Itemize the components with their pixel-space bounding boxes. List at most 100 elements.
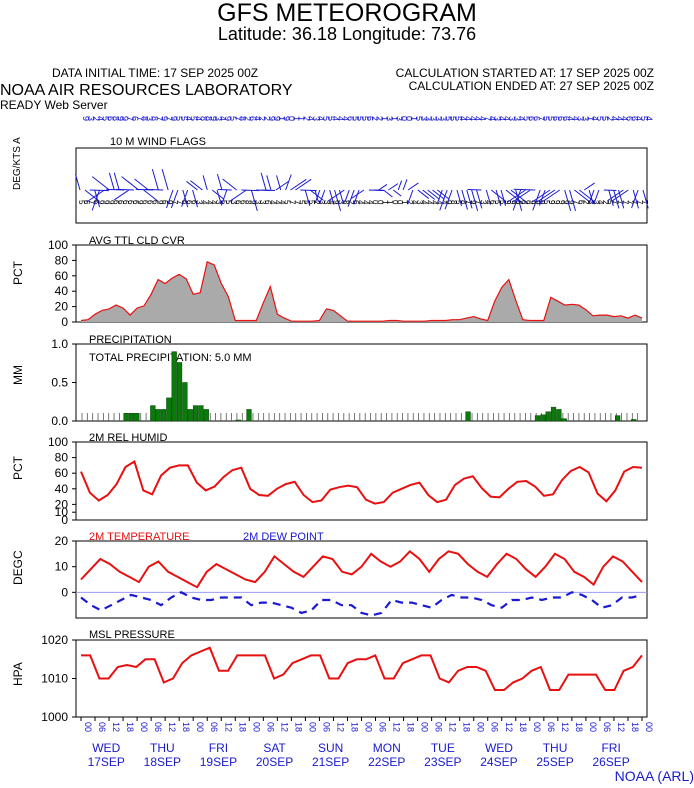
- wind-flag: [512, 189, 522, 211]
- wind-speed-value: 5: [542, 200, 551, 205]
- wind-flag: [417, 189, 430, 199]
- wind-flag: [397, 180, 403, 191]
- wind-speed-value: 5: [77, 200, 86, 205]
- hour-tick-label: 06: [265, 722, 275, 732]
- wind-flag: [108, 172, 115, 191]
- wind-speed-value: 6: [131, 200, 140, 205]
- wind-flag: [260, 172, 267, 191]
- wind-direction-value: 4: [487, 116, 497, 121]
- precip-bar: [150, 405, 156, 422]
- wind-direction-value: 1: [292, 116, 302, 121]
- hour-tick-label: 00: [195, 722, 205, 732]
- precip-bar: [128, 413, 135, 422]
- wind-flag: [300, 189, 317, 192]
- wind-flag: [461, 189, 468, 210]
- wind-direction-value: 9: [272, 116, 282, 121]
- wind-flag: [515, 189, 523, 211]
- wind-direction-value: 1: [585, 116, 595, 121]
- wind-direction-value: 3: [512, 116, 522, 121]
- wind-direction-value: 9: [267, 116, 277, 121]
- wind-speed-value: 9: [503, 200, 512, 205]
- precip-ytick-label: 1.0: [51, 337, 68, 351]
- day-name-label: THU: [543, 741, 568, 755]
- humidity-ytick-label: 80: [55, 451, 69, 465]
- wind-direction-value: 4: [644, 116, 654, 121]
- wind-speed-value: 6: [234, 200, 243, 205]
- wind-speed-value: 4: [434, 200, 443, 205]
- wind-speed-value: 6: [82, 200, 91, 205]
- wind-speed-value: 4: [361, 200, 370, 205]
- hour-tick-label: 00: [588, 722, 598, 732]
- wind-direction-value: 9: [223, 116, 233, 121]
- wind-flag: [304, 189, 311, 206]
- hour-tick-label: 06: [209, 722, 219, 732]
- precip-bar: [171, 351, 177, 422]
- wind-flag: [285, 174, 292, 191]
- day-name-label: TUE: [431, 741, 455, 755]
- day-date-label: 17SEP: [88, 755, 125, 769]
- wind-flag: [250, 189, 258, 211]
- wind-direction-value: 9: [115, 116, 125, 121]
- hour-tick-label: 18: [349, 722, 359, 732]
- wind-speed-value: 9: [97, 200, 106, 205]
- wind-direction-value: 9: [282, 116, 292, 121]
- wind-flag: [574, 189, 590, 203]
- wind-direction-value: 0: [287, 116, 297, 121]
- wind-speed-value: 4: [410, 200, 419, 205]
- wind-direction-value: 3: [580, 116, 590, 121]
- wind-speed-value: 3: [591, 200, 600, 205]
- wind-direction-value: 8: [140, 116, 150, 121]
- wind-panel-ylabel: DEG/KTS A: [12, 137, 23, 190]
- wind-direction-value: 4: [340, 116, 350, 121]
- wind-direction-value: 3: [145, 116, 155, 121]
- day-date-label: 23SEP: [424, 755, 461, 769]
- wind-flag: [505, 189, 524, 204]
- wind-direction-value: 3: [492, 116, 502, 121]
- wind-direction-value: 5: [326, 116, 336, 121]
- day-name-label: FRI: [601, 741, 620, 755]
- wind-speed-value: 9: [537, 200, 546, 205]
- wind-flag: [531, 189, 551, 203]
- wind-direction-value: 2: [605, 116, 615, 121]
- wind-flag: [632, 189, 639, 209]
- wind-speed-value: 7: [625, 200, 634, 205]
- day-name-label: FRI: [209, 741, 228, 755]
- wind-direction-value: 5: [350, 116, 360, 121]
- wind-speed-value: 8: [459, 200, 468, 205]
- dewpoint-line: [80, 591, 643, 617]
- precip-panel-ylabel: MM: [11, 365, 25, 385]
- wind-direction-value: 4: [336, 116, 346, 121]
- hour-tick-label: 06: [321, 722, 331, 732]
- wind-speed-value: 7: [175, 200, 184, 205]
- wind-speed-value: 6: [263, 200, 272, 205]
- wind-direction-value: 1: [380, 116, 390, 121]
- calculation-ended: CALCULATION ENDED AT: 27 SEP 2025 00Z: [408, 79, 654, 93]
- wind-direction-value: 4: [615, 116, 625, 121]
- temperature-panel-ylabel: DEGC: [11, 550, 25, 585]
- precip-bar: [550, 406, 557, 422]
- wind-direction-value: 7: [135, 116, 145, 121]
- wind-speed-value: 3: [478, 200, 487, 205]
- humidity-ytick-label: 0: [61, 513, 68, 527]
- wind-direction-value: 7: [482, 116, 492, 121]
- wind-speed-value: 5: [498, 200, 507, 205]
- wind-flag: [388, 183, 399, 191]
- wind-speed-value: 8: [449, 200, 458, 205]
- hour-tick-label: 12: [335, 722, 345, 732]
- wind-flag: [314, 189, 321, 204]
- wind-direction-value: 6: [527, 116, 537, 121]
- wind-speed-value: 3: [258, 200, 267, 205]
- wind-flag: [347, 189, 355, 207]
- wind-speed-value: 5: [307, 200, 316, 205]
- wind-speed-value: 3: [194, 200, 203, 205]
- wind-speed-value: 3: [586, 200, 595, 205]
- wind-speed-value: 4: [268, 200, 277, 205]
- precip-bar: [534, 415, 541, 422]
- wind-speed-value: 5: [493, 200, 502, 205]
- wind-flag: [276, 175, 282, 191]
- wind-direction-value: 2: [243, 116, 253, 121]
- wind-speed-value: 6: [185, 200, 194, 205]
- temperature-line: [80, 549, 643, 589]
- hour-tick-label: 12: [504, 722, 514, 732]
- wind-speed-value: 9: [567, 200, 576, 205]
